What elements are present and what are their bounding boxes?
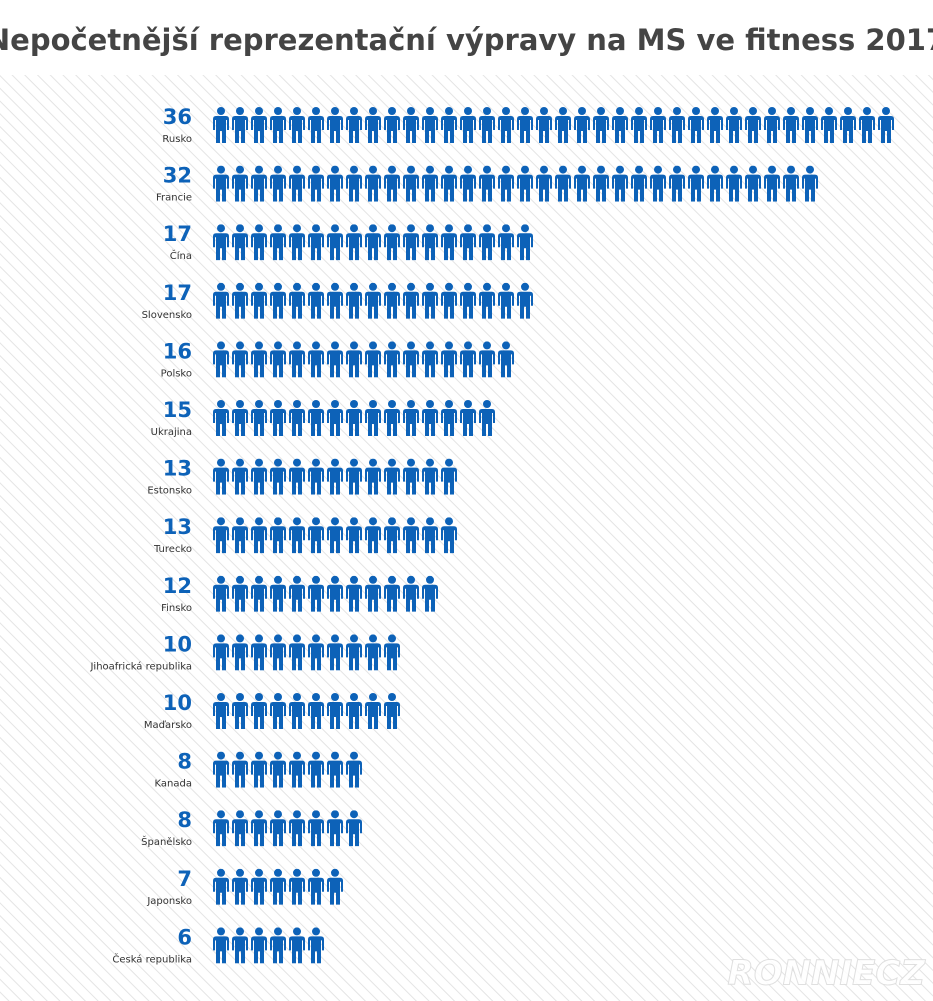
value-label: 13 [163, 457, 192, 481]
value-label: 16 [163, 339, 192, 363]
chart-title: Nepočetnější reprezentační výpravy na MS… [0, 23, 933, 57]
value-label: 17 [163, 222, 192, 246]
category-label: Španělsko [141, 835, 192, 848]
category-label: Jihoafrická republika [89, 660, 192, 672]
category-label: Turecko [153, 544, 192, 555]
value-label: 7 [177, 867, 192, 891]
watermark: RONNIECZ [728, 954, 927, 994]
value-label: 32 [163, 164, 192, 188]
category-label: Čína [170, 249, 192, 262]
category-label: Rusko [162, 134, 192, 145]
category-label: Česká republika [112, 952, 192, 965]
category-label: Kanada [155, 779, 192, 790]
category-label: Estonsko [147, 486, 192, 497]
category-label: Japonsko [146, 896, 192, 907]
value-label: 12 [163, 574, 192, 598]
value-label: 36 [163, 105, 192, 129]
background-hatch [0, 75, 933, 1001]
value-label: 6 [177, 925, 192, 949]
category-label: Francie [156, 193, 192, 204]
value-label: 13 [163, 515, 192, 539]
value-label: 10 [163, 691, 192, 715]
category-label: Maďarsko [144, 720, 192, 731]
category-label: Ukrajina [151, 427, 192, 438]
value-label: 8 [177, 808, 192, 832]
category-label: Finsko [161, 603, 192, 614]
category-label: Polsko [161, 368, 192, 379]
category-label: Slovensko [142, 310, 192, 321]
value-label: 10 [163, 632, 192, 656]
value-label: 17 [163, 281, 192, 305]
value-label: 15 [163, 398, 192, 422]
value-label: 8 [177, 750, 192, 774]
